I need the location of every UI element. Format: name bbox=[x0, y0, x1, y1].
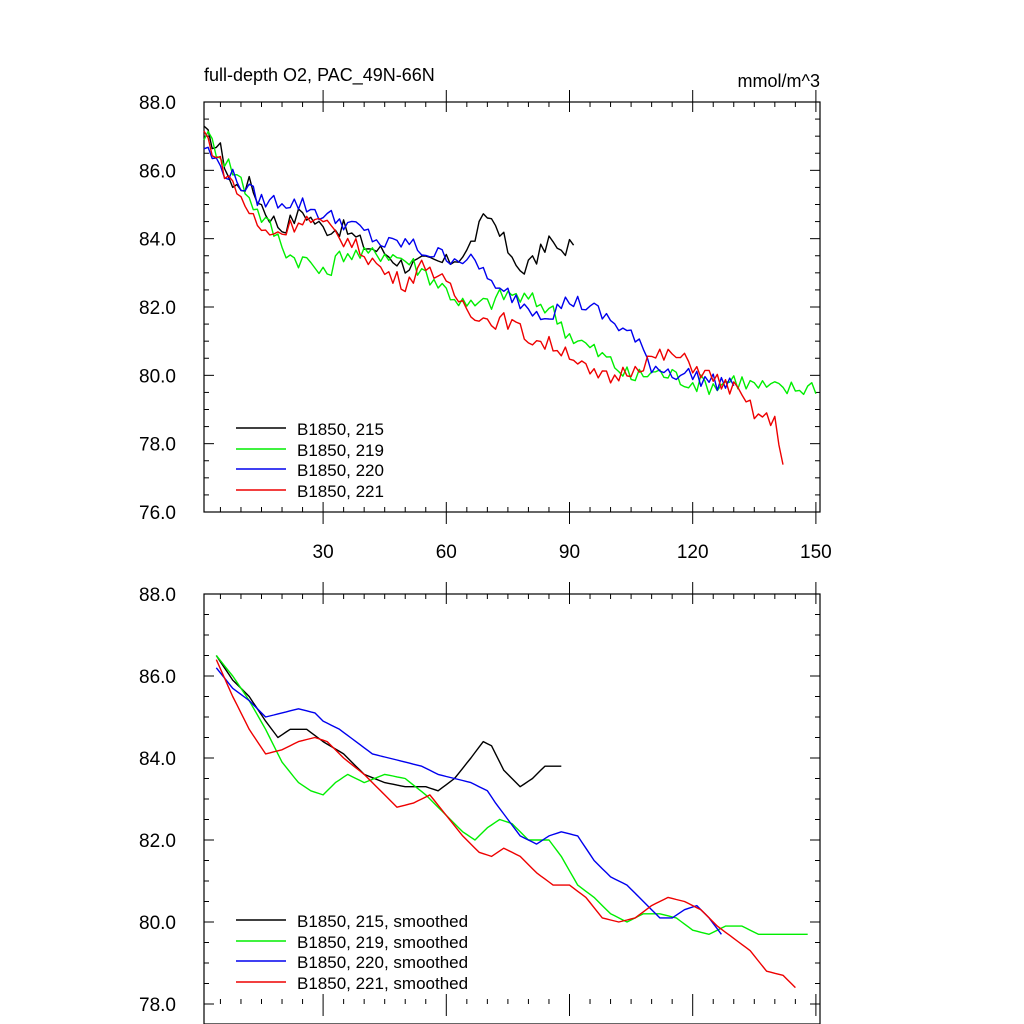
x-tick-label: 90 bbox=[559, 542, 580, 563]
legend-label: B1850, 219 bbox=[297, 441, 384, 460]
series-line bbox=[203, 130, 817, 396]
y-tick-label: 86.0 bbox=[139, 667, 176, 688]
x-tick-label: 120 bbox=[677, 542, 709, 563]
series-lines bbox=[203, 125, 817, 465]
series-line bbox=[215, 655, 808, 935]
y-tick-label: 86.0 bbox=[139, 161, 176, 182]
tick-marks bbox=[204, 582, 820, 1016]
plot-frame bbox=[203, 593, 821, 1024]
legend-label: B1850, 215, smoothed bbox=[297, 912, 468, 931]
legend-label: B1850, 220, smoothed bbox=[297, 953, 468, 972]
tick-marks bbox=[204, 90, 820, 524]
legend-label: B1850, 215 bbox=[297, 420, 384, 439]
y-tick-label: 80.0 bbox=[139, 366, 176, 387]
x-tick-label: 150 bbox=[800, 542, 832, 563]
series-lines bbox=[215, 655, 808, 989]
series-line bbox=[203, 130, 784, 465]
x-tick-label: 30 bbox=[313, 542, 334, 563]
y-tick-label: 84.0 bbox=[139, 749, 176, 770]
y-tick-label: 78.0 bbox=[139, 995, 176, 1016]
y-tick-labels: 78.0 80.0 82.0 84.0 86.0 88.0 bbox=[139, 585, 176, 1016]
y-tick-label: 76.0 bbox=[139, 503, 176, 524]
x-tick-label: 60 bbox=[436, 542, 457, 563]
legend-label: B1850, 219, smoothed bbox=[297, 933, 468, 952]
y-tick-label: 78.0 bbox=[139, 435, 176, 456]
legend-label: B1850, 220 bbox=[297, 461, 384, 480]
y-tick-label: 82.0 bbox=[139, 298, 176, 319]
top-plot: full-depth O2, PAC_49N-66N mmol/m^3 76.0… bbox=[139, 65, 832, 563]
legend: B1850, 215, smoothed B1850, 219, smoothe… bbox=[236, 912, 468, 993]
series-line bbox=[215, 659, 796, 989]
series-line bbox=[203, 125, 575, 275]
legend-label: B1850, 221 bbox=[297, 482, 384, 501]
legend: B1850, 215 B1850, 219 B1850, 220 B1850, … bbox=[236, 420, 384, 501]
y-tick-label: 84.0 bbox=[139, 230, 176, 251]
y-tick-label: 82.0 bbox=[139, 831, 176, 852]
series-line bbox=[215, 655, 562, 792]
units-label: mmol/m^3 bbox=[738, 71, 820, 91]
x-tick-labels: 30 60 90 120 150 bbox=[313, 542, 832, 563]
legend-label: B1850, 221, smoothed bbox=[297, 974, 468, 993]
series-line bbox=[203, 146, 735, 391]
bottom-plot: 78.0 80.0 82.0 84.0 86.0 88.0 B1850, 215, smo… bbox=[139, 582, 821, 1024]
y-tick-label: 88.0 bbox=[139, 585, 176, 606]
y-tick-label: 80.0 bbox=[139, 913, 176, 934]
plot-title: full-depth O2, PAC_49N-66N bbox=[204, 65, 435, 86]
y-tick-labels: 76.0 78.0 80.0 82.0 84.0 86.0 88.0 bbox=[139, 93, 176, 524]
series-line bbox=[215, 667, 722, 935]
y-tick-label: 88.0 bbox=[139, 93, 176, 114]
